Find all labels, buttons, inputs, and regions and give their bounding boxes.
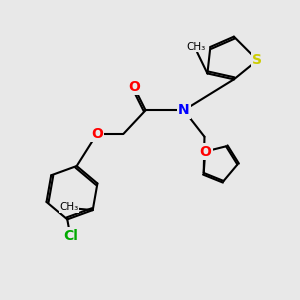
Text: O: O [128,80,140,94]
Text: CH₃: CH₃ [59,202,79,212]
Text: Cl: Cl [63,229,78,243]
Text: N: N [178,103,190,117]
Text: O: O [199,145,211,158]
Text: O: O [91,127,103,141]
Text: S: S [253,53,262,67]
Text: CH₃: CH₃ [186,42,205,52]
